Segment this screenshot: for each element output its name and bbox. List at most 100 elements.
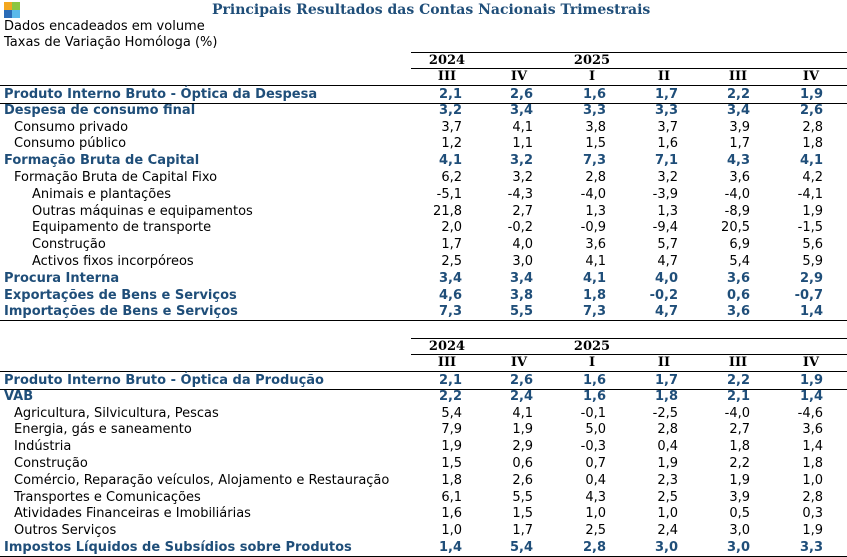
subtitle-volume: Dados encadeados em volume xyxy=(4,19,205,34)
row-value: 7,9 xyxy=(441,422,462,438)
row-value: 4,1 xyxy=(799,153,823,169)
row-value: 2,3 xyxy=(657,472,678,488)
table-row: VAB 2,2 2,4 1,6 1,8 2,1 1,4 xyxy=(0,388,847,405)
header-quarter: IV xyxy=(802,355,820,370)
row-value: -1,5 xyxy=(797,220,823,236)
row-value: 2,1 xyxy=(726,388,750,404)
row-value: 2,7 xyxy=(512,203,533,219)
row-value: 5,0 xyxy=(585,422,606,438)
row-value: 3,3 xyxy=(582,102,606,118)
row-value: 1,9 xyxy=(799,373,823,388)
row-label: Outras máquinas e equipamentos xyxy=(32,203,253,219)
row-value: 1,0 xyxy=(441,523,462,539)
table-row: Despesa de consumo final 3,2 3,4 3,3 3,3 3,4 2… xyxy=(0,102,847,119)
row-value: 4,3 xyxy=(726,153,750,169)
row-value: 1,4 xyxy=(802,439,823,455)
row-value: -8,9 xyxy=(724,203,750,219)
table-row: Procura Interna 3,4 3,4 4,1 4,0 3,6 2,9 xyxy=(0,270,847,287)
row-value: 1,3 xyxy=(585,203,606,219)
table-row: Indústria 1,9 2,9 -0,3 0,4 1,8 1,4 xyxy=(0,438,847,455)
row-value: 4,1 xyxy=(438,153,462,169)
row-label: Formação Bruta de Capital xyxy=(4,153,200,169)
row-value: 5,7 xyxy=(657,237,678,253)
row-value: 2,5 xyxy=(585,523,606,539)
row-value: 4,0 xyxy=(512,237,533,253)
row-value: 3,4 xyxy=(509,102,533,118)
logo-square-green xyxy=(12,2,20,10)
row-value: 2,8 xyxy=(802,119,823,135)
row-value: 7,3 xyxy=(438,304,462,320)
table-row: Atividades Financeiras e Imobiliárias 1,6… xyxy=(0,505,847,522)
row-value: 3,4 xyxy=(438,270,462,286)
row-label: Consumo público xyxy=(14,136,127,152)
row-value: 1,5 xyxy=(441,456,462,471)
row-value: 2,2 xyxy=(729,456,750,471)
row-label: Energia, gás e saneamento xyxy=(14,422,192,438)
row-value: 1,7 xyxy=(441,237,462,253)
table-row: Exportações de Bens e Serviços 4,6 3,8 1,8 -… xyxy=(0,287,847,304)
row-value: -4,6 xyxy=(797,405,823,421)
row-value: 1,0 xyxy=(657,506,678,522)
header-year: 2024 xyxy=(428,53,466,68)
header-quarter: II xyxy=(657,69,671,84)
header-quarter: III xyxy=(437,355,457,370)
row-value: 2,8 xyxy=(585,170,606,185)
row-value: -4,0 xyxy=(724,405,750,421)
table-row: Animais e plantações -5,1 -4,3 -4,0 -3,9 -4,0… xyxy=(0,186,847,203)
logo-square-blue xyxy=(4,10,12,18)
row-value: 1,5 xyxy=(512,506,533,522)
row-value: 0,5 xyxy=(729,506,750,522)
row-value: 4,2 xyxy=(802,170,823,185)
row-value: -4,0 xyxy=(724,186,750,202)
table-row: Activos fixos incorpóreos 2,5 3,0 4,1 4,7 5,4… xyxy=(0,253,847,270)
row-value: -4,1 xyxy=(797,186,823,202)
table-row: Consumo privado 3,7 4,1 3,8 3,7 3,9 2,8 xyxy=(0,119,847,136)
table-row: Formação Bruta de Capital Fixo 6,2 3,2 2,8 3… xyxy=(0,169,847,186)
row-value: 3,2 xyxy=(657,170,678,185)
row-value: 2,6 xyxy=(512,472,533,488)
row-value: 3,0 xyxy=(512,254,533,269)
table-header: 2024 2025 III IV I II III IV xyxy=(0,338,847,372)
row-value: 6,2 xyxy=(441,170,462,185)
row-value: 1,9 xyxy=(512,422,533,438)
row-label: Procura Interna xyxy=(4,270,120,286)
row-label: Outros Serviços xyxy=(14,523,117,539)
table-row: Construção 1,5 0,6 0,7 1,9 2,2 1,8 xyxy=(0,455,847,472)
row-label: Construção xyxy=(32,237,106,253)
row-value: -4,3 xyxy=(507,186,533,202)
row-value: 1,0 xyxy=(802,472,823,488)
subtitle-rates: Taxas de Variação Homóloga (%) xyxy=(4,35,218,50)
table-row: Transportes e Comunicações 6,1 5,5 4,3 2,5 3,… xyxy=(0,489,847,506)
row-value: 0,4 xyxy=(585,472,606,488)
row-label: Impostos Líquidos de Subsídios sobre Pro… xyxy=(4,540,352,555)
row-value: 2,8 xyxy=(657,422,678,438)
table-row: Outros Serviços 1,0 1,7 2,5 2,4 3,0 1,9 xyxy=(0,522,847,539)
table-row: Produto Interno Bruto - Óptica da Despes… xyxy=(0,85,847,104)
row-value: 3,4 xyxy=(509,270,533,286)
row-value: 5,5 xyxy=(509,304,533,320)
row-label: Produto Interno Bruto - Óptica da Despes… xyxy=(4,87,318,102)
table-row: Equipamento de transporte 2,0 -0,2 -0,9 -9,4… xyxy=(0,219,847,236)
table-row: Importações de Bens e Serviços 7,3 5,5 7,3 4… xyxy=(0,303,847,322)
row-value: 20,5 xyxy=(721,220,750,236)
row-value: 5,6 xyxy=(802,237,823,253)
row-value: 4,1 xyxy=(512,405,533,421)
row-value: -0,1 xyxy=(580,405,606,421)
row-value: -0,7 xyxy=(794,287,823,303)
row-value: 3,6 xyxy=(585,237,606,253)
row-value: 1,6 xyxy=(582,388,606,404)
row-value: 1,7 xyxy=(512,523,533,539)
table-header: 2024 2025 III IV I II III IV xyxy=(0,52,847,86)
row-value: 5,9 xyxy=(802,254,823,269)
row-label: Agricultura, Silvicultura, Pescas xyxy=(14,405,219,421)
row-value: 3,0 xyxy=(726,540,750,555)
row-value: 1,8 xyxy=(802,456,823,471)
row-value: 2,4 xyxy=(509,388,533,404)
header-quarter: III xyxy=(437,69,457,84)
row-label: VAB xyxy=(4,388,34,404)
logo-icon xyxy=(4,2,20,18)
row-value: 3,6 xyxy=(726,270,750,286)
row-value: 3,6 xyxy=(729,170,750,185)
row-value: 6,1 xyxy=(441,489,462,505)
row-value: 7,3 xyxy=(582,304,606,320)
